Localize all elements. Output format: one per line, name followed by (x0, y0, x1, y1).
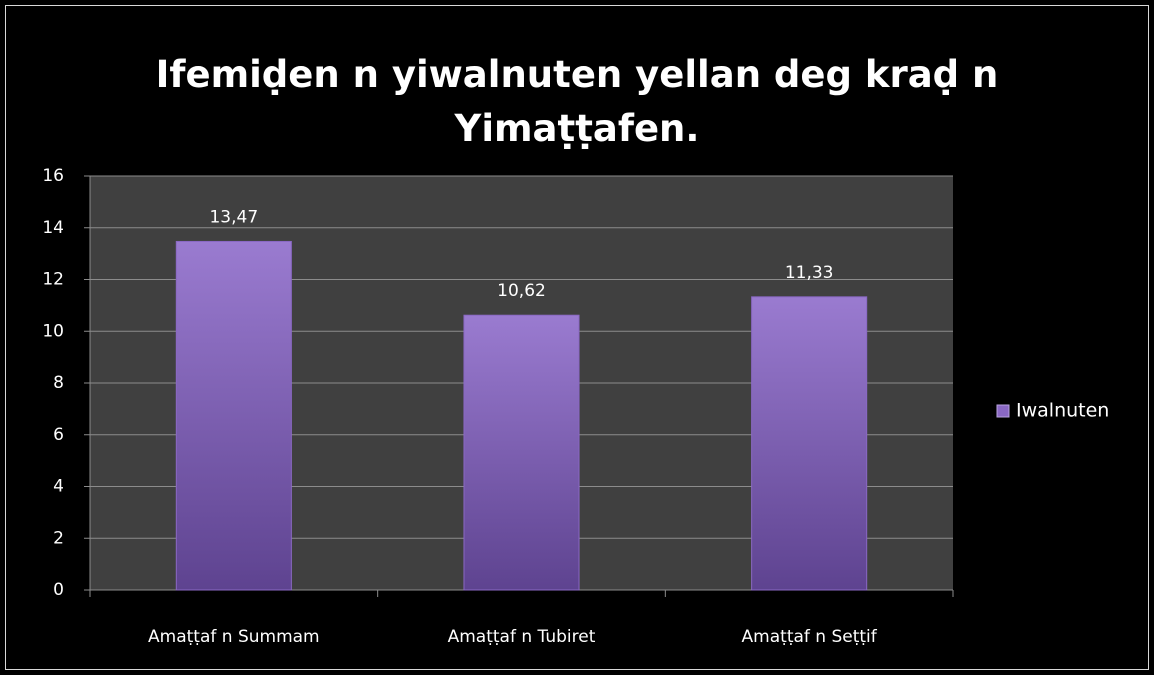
y-tick-label: 14 (42, 218, 64, 238)
bar (175, 240, 292, 591)
data-label: 13,47 (209, 207, 258, 227)
bar (751, 296, 868, 591)
y-tick-label: 6 (53, 425, 64, 445)
y-tick-label: 10 (42, 321, 64, 341)
legend-swatch (996, 404, 1010, 418)
chart-title: Ifemiḍen n yiwalnuten yellan deg kraḍ n … (155, 53, 999, 150)
x-tick-label: Amaṭṭaf n Tubiret (448, 627, 596, 647)
y-tick-label: 12 (42, 270, 64, 290)
y-tick-label: 8 (53, 373, 64, 393)
y-tick-label: 16 (42, 166, 64, 186)
bar (463, 314, 580, 591)
data-label: 11,33 (785, 263, 834, 283)
y-tick-label: 4 (53, 477, 64, 497)
legend-label: Iwalnuten (1016, 400, 1109, 422)
y-tick-label: 2 (53, 528, 64, 548)
data-label: 10,62 (497, 281, 546, 301)
x-tick-label: Amaṭṭaf n Seṭṭif (742, 627, 878, 647)
x-tick-label: Amaṭṭaf n Summam (148, 627, 320, 647)
y-tick-label: 0 (53, 580, 64, 600)
